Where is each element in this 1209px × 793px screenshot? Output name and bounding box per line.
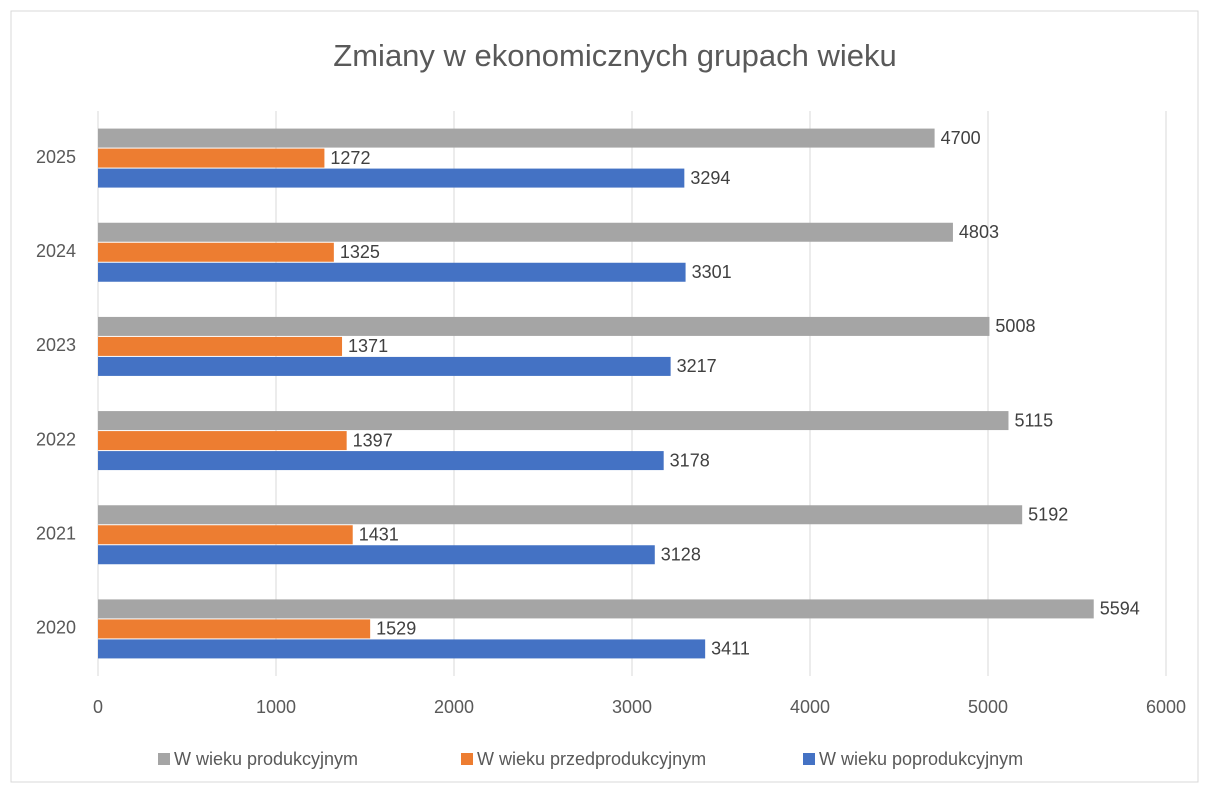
data-label: 3178: [670, 450, 710, 470]
legend-label: W wieku poprodukcyjnym: [819, 749, 1023, 769]
data-label: 4803: [959, 222, 999, 242]
bar: [98, 356, 671, 376]
bar: [98, 431, 347, 451]
bar: [98, 619, 371, 639]
data-label: 3301: [692, 262, 732, 282]
data-label: 4700: [941, 128, 981, 148]
x-tick-label: 2000: [434, 697, 474, 717]
data-label: 3294: [690, 168, 730, 188]
data-label: 1371: [348, 336, 388, 356]
legend-swatch: [158, 753, 170, 765]
x-tick-label: 4000: [790, 697, 830, 717]
bar: [98, 222, 953, 242]
data-label: 1431: [359, 525, 399, 545]
bar: [98, 168, 685, 188]
bar: [98, 262, 686, 282]
bar: [98, 148, 325, 168]
bar: [98, 411, 1009, 431]
y-tick-label: 2025: [36, 147, 76, 167]
data-label: 1529: [376, 619, 416, 639]
bar: [98, 525, 353, 545]
x-tick-label: 3000: [612, 697, 652, 717]
data-label: 5192: [1028, 505, 1068, 525]
chart-title: Zmiany w ekonomicznych grupach wieku: [333, 38, 896, 73]
data-label: 1325: [340, 242, 380, 262]
y-tick-label: 2020: [36, 618, 76, 638]
legend-label: W wieku przedprodukcyjnym: [477, 749, 706, 769]
x-tick-label: 6000: [1146, 697, 1186, 717]
data-label: 1397: [353, 430, 393, 450]
data-label: 1272: [330, 148, 370, 168]
bar: [98, 451, 664, 471]
data-label: 5115: [1014, 410, 1053, 430]
bar: [98, 505, 1023, 525]
bar: [98, 336, 343, 356]
data-label: 3217: [677, 356, 717, 376]
x-tick-label: 1000: [256, 697, 296, 717]
y-tick-label: 2023: [36, 335, 76, 355]
x-tick-label: 5000: [968, 697, 1008, 717]
data-label: 3411: [711, 639, 750, 659]
bar: [98, 316, 990, 336]
y-tick-label: 2024: [36, 241, 76, 261]
bar: [98, 242, 334, 262]
data-label: 3128: [661, 545, 701, 565]
chart-border: [10, 10, 1199, 783]
legend-label: W wieku produkcyjnym: [174, 749, 358, 769]
x-tick-label: 0: [93, 697, 103, 717]
data-label: 5594: [1100, 599, 1140, 619]
bar: [98, 545, 655, 565]
legend-swatch: [461, 753, 473, 765]
y-tick-label: 2022: [36, 429, 76, 449]
legend-swatch: [803, 753, 815, 765]
y-tick-label: 2021: [36, 524, 76, 544]
bar: [98, 128, 935, 148]
bar: [98, 639, 706, 659]
data-label: 5008: [995, 316, 1035, 336]
bar: [98, 599, 1094, 619]
